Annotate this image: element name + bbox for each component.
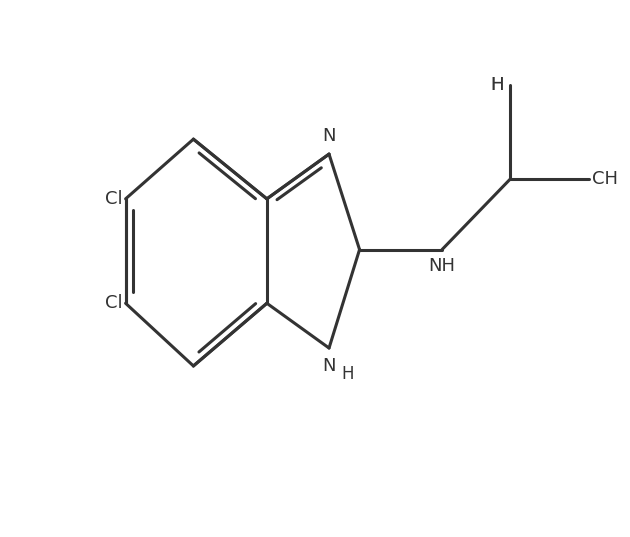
Text: Cl: Cl [105,190,123,208]
Text: N: N [323,127,336,145]
Text: CH: CH [592,170,618,188]
Text: N: N [323,357,336,375]
Text: NH: NH [428,257,455,275]
Text: H: H [341,365,353,383]
Text: H: H [490,76,504,95]
Text: Cl: Cl [105,294,123,313]
Text: H: H [490,76,504,95]
